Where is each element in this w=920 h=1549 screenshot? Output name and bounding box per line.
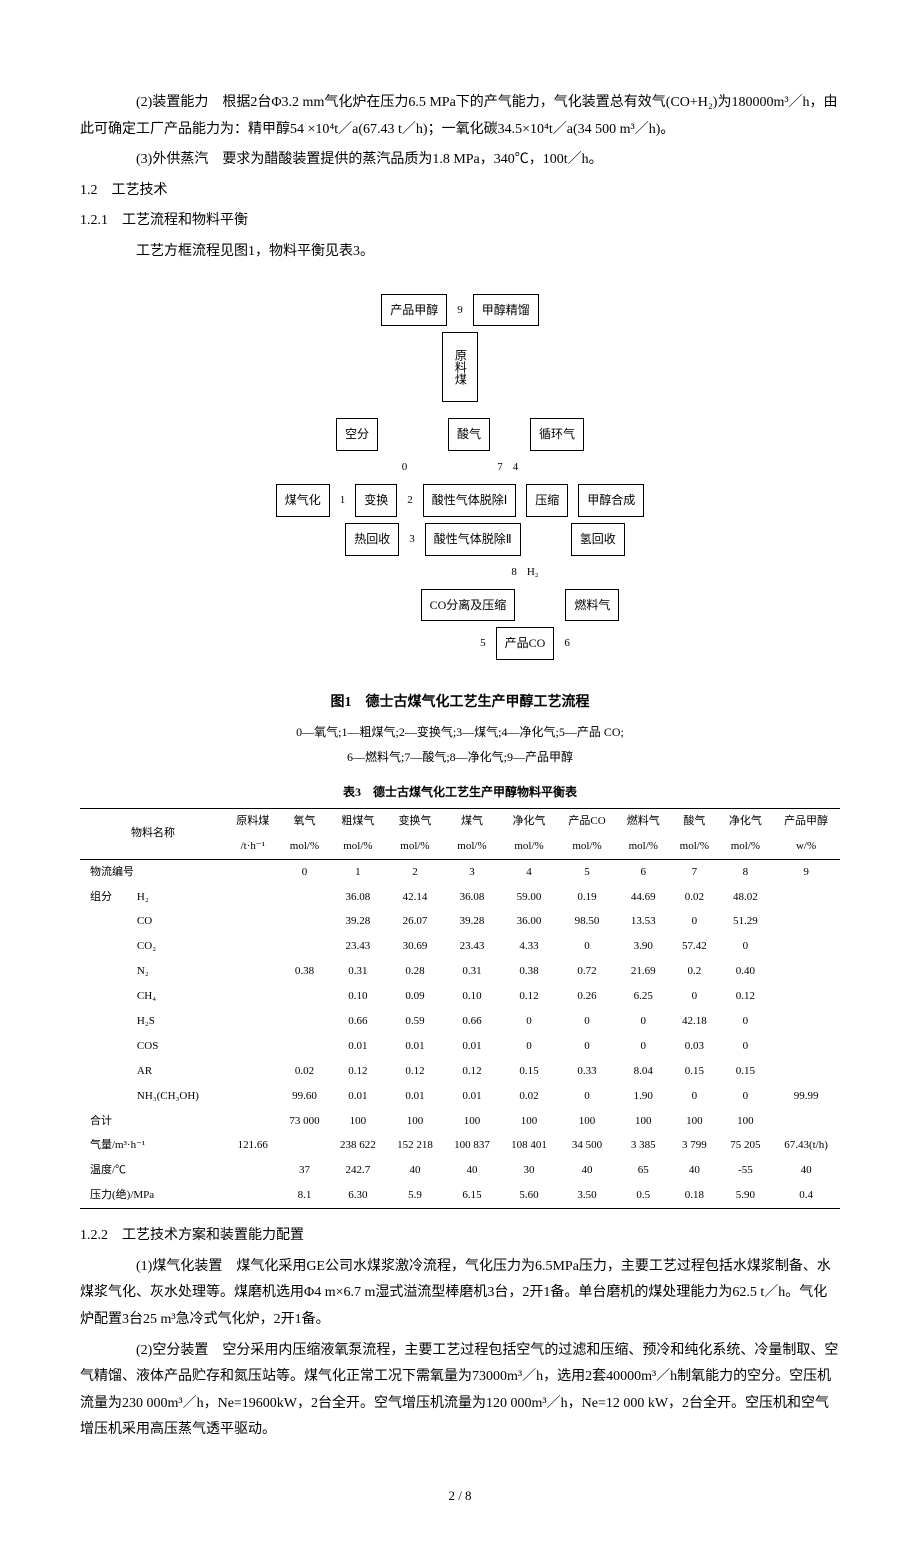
table-3-title: 表3 德士古煤气化工艺生产甲醇物料平衡表 [80, 781, 840, 804]
node-gasification: 煤气化 [276, 484, 330, 517]
page-number: 2 / 8 [80, 1484, 840, 1509]
stream-label-6: 6 [564, 633, 570, 654]
node-product-methanol: 产品甲醇 [381, 294, 447, 327]
node-methanol-synthesis: 甲醇合成 [578, 484, 644, 517]
section-1-2-2: 1.2.2 工艺技术方案和装置能力配置 [80, 1223, 840, 1250]
unit-coal: mol/% [443, 834, 500, 859]
stream-label-1: 1 [340, 490, 346, 511]
stream-label-9: 9 [457, 300, 463, 321]
node-compression: 压缩 [526, 484, 568, 517]
col-pure2: 净化气 [719, 808, 772, 833]
unit-prod-m: w/% [772, 834, 840, 859]
row-ar: AR0.020.120.120.120.150.338.040.150.15 [80, 1059, 840, 1084]
paragraph-steam: (3)外供蒸汽 要求为醋酸装置提供的蒸汽品质为1.8 MPa，340℃，100t… [80, 147, 840, 174]
node-product-co: 产品CO [496, 627, 555, 660]
col-acid: 酸气 [670, 808, 719, 833]
row-n2: N₂0.380.310.280.310.380.7221.690.20.40 [80, 959, 840, 984]
node-acid-gas: 酸气 [448, 418, 490, 451]
process-flowchart: 产品甲醇 9 甲醇精馏 原料煤 空分 酸气 循环气 0 7 4 [250, 280, 670, 681]
stream-label-5: 5 [480, 633, 486, 654]
node-methanol-distillation: 甲醇精馏 [473, 294, 539, 327]
row-h2s: H₂S0.660.590.6600042.180 [80, 1009, 840, 1034]
row-cos: COS0.010.010.010000.030 [80, 1034, 840, 1059]
unit-o2: mol/% [280, 834, 330, 859]
figure-1-legend-2: 6—燃料气;7—酸气;8—净化气;9—产品甲醇 [80, 748, 840, 767]
row-nh3: NH₃(CH₃OH)99.600.010.010.010.0201.900099… [80, 1084, 840, 1109]
col-coal: 煤气 [443, 808, 500, 833]
stream-label-2: 2 [407, 490, 413, 511]
paragraph-capacity: (2)装置能力 根据2台Φ3.2 mm气化炉在压力6.5 MPa下的产气能力，气… [80, 90, 840, 143]
col-shift: 变换气 [386, 808, 443, 833]
stream-label-4: 4 [513, 457, 519, 478]
unit-shift: mol/% [386, 834, 443, 859]
figure-1-title: 图1 德士古煤气化工艺生产甲醇工艺流程 [80, 690, 840, 717]
col-pure: 净化气 [500, 808, 557, 833]
row-total: 合计73 000100100100100100100100100 [80, 1109, 840, 1134]
figure-1-legend-1: 0—氧气;1—粗煤气;2—变换气;3—煤气;4—净化气;5—产品 CO; [80, 723, 840, 742]
unit-acid: mol/% [670, 834, 719, 859]
material-balance-table: 物料名称 原料煤 氧气 粗煤气 变换气 煤气 净化气 产品CO 燃料气 酸气 净… [80, 808, 840, 1209]
row-h2: 组分H₂36.0842.1436.0859.000.1944.690.0248.… [80, 885, 840, 910]
unit-pure2: mol/% [719, 834, 772, 859]
col-rawcoal: 原料煤 [226, 808, 279, 833]
col-o2: 氧气 [280, 808, 330, 833]
stream-label-0: 0 [402, 457, 408, 478]
node-heat-recovery: 热回收 [345, 523, 399, 556]
node-co-separation: CO分离及压缩 [421, 589, 516, 622]
unit-pure: mol/% [500, 834, 557, 859]
col-name: 物料名称 [80, 808, 226, 859]
row-temp: 温度/℃37242.7404030406540-5540 [80, 1158, 840, 1183]
section-1-2: 1.2 工艺技术 [80, 178, 840, 205]
paragraph-air-separation: (2)空分装置 空分采用内压缩液氧泵流程，主要工艺过程包括空气的过滤和压缩、预冷… [80, 1338, 840, 1444]
row-ch4: CH₄0.100.090.100.120.266.2500.12 [80, 984, 840, 1009]
unit-crude: mol/% [329, 834, 386, 859]
stream-label-h2: H₂ [527, 562, 539, 583]
stream-label-3: 3 [409, 529, 415, 550]
stream-label-7: 7 [497, 457, 503, 478]
node-acid-removal-1: 酸性气体脱除Ⅰ [423, 484, 517, 517]
unit-rawcoal: /t·h⁻¹ [226, 834, 279, 859]
figure-1-container: 产品甲醇 9 甲醇精馏 原料煤 空分 酸气 循环气 0 7 4 [80, 280, 840, 768]
stream-label-8: 8 [511, 562, 517, 583]
node-raw-coal: 原料煤 [442, 332, 479, 402]
node-air-separation: 空分 [336, 418, 378, 451]
row-flow: 气量/m³·h⁻¹121.66238 622152 218100 837108 … [80, 1133, 840, 1158]
node-fuel-gas: 燃料气 [565, 589, 619, 622]
paragraph-flow-ref: 工艺方框流程见图1，物料平衡见表3。 [80, 239, 840, 266]
row-stream-id: 物流编号 0123456789 [80, 859, 840, 884]
row-pressure: 压力(绝)/MPa8.16.305.96.155.603.500.50.185.… [80, 1183, 840, 1208]
node-shift: 变换 [355, 484, 397, 517]
col-prod-m: 产品甲醇 [772, 808, 840, 833]
unit-prod-co: mol/% [558, 834, 617, 859]
row-co: CO39.2826.0739.2836.0098.5013.53051.29 [80, 909, 840, 934]
row-co2: CO₂23.4330.6923.434.3303.9057.420 [80, 934, 840, 959]
unit-fuel: mol/% [617, 834, 670, 859]
paragraph-gasification: (1)煤气化装置 煤气化采用GE公司水煤浆激冷流程，气化压力为6.5MPa压力，… [80, 1254, 840, 1334]
col-fuel: 燃料气 [617, 808, 670, 833]
node-h-recovery: 氢回收 [571, 523, 625, 556]
node-cycle-gas: 循环气 [530, 418, 584, 451]
section-1-2-1: 1.2.1 工艺流程和物料平衡 [80, 208, 840, 235]
col-crude: 粗煤气 [329, 808, 386, 833]
col-prod-co: 产品CO [558, 808, 617, 833]
node-acid-removal-2: 酸性气体脱除Ⅱ [425, 523, 521, 556]
